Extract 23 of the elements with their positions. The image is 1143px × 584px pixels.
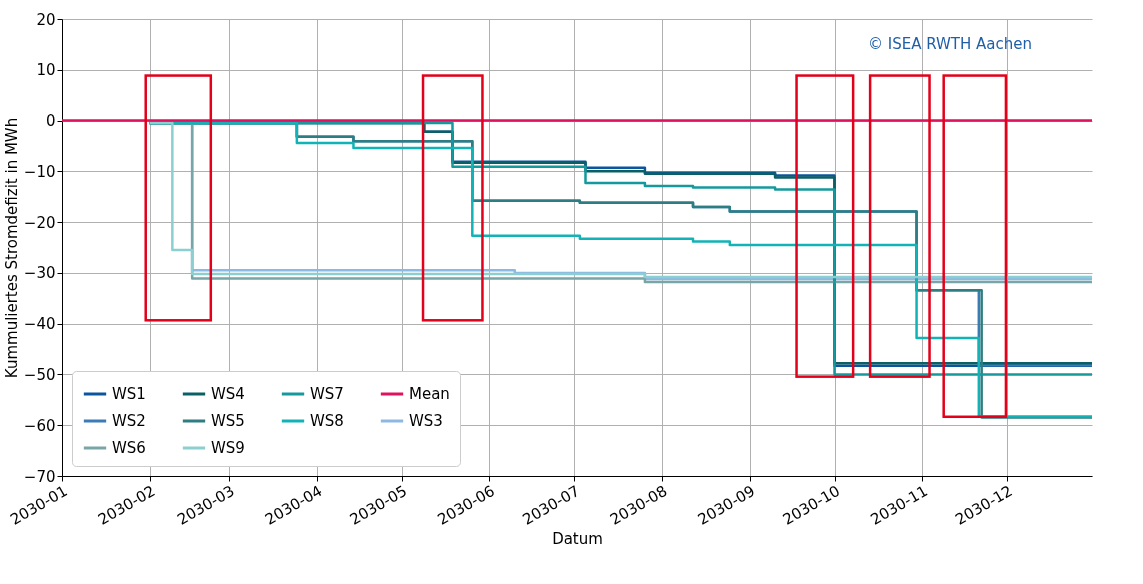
- legend-label: WS8: [310, 412, 344, 430]
- legend-label: WS2: [112, 412, 146, 430]
- y-tick-label: −30: [23, 264, 56, 283]
- y-tick-label: −50: [23, 365, 56, 384]
- y-tick-label: −70: [23, 467, 56, 486]
- y-tick-label: −60: [23, 416, 56, 435]
- y-tick-label: −40: [23, 315, 56, 334]
- legend-label: WS1: [112, 385, 146, 403]
- legend-label: WS6: [112, 439, 146, 457]
- y-tick-label: −10: [23, 162, 56, 181]
- legend-label: WS9: [211, 439, 245, 457]
- legend-label: Mean: [409, 385, 450, 403]
- legend-label: WS3: [409, 412, 443, 430]
- x-axis-title: Datum: [552, 529, 603, 548]
- y-tick-label: 10: [36, 61, 56, 80]
- legend-label: WS7: [310, 385, 344, 403]
- legend-label: WS4: [211, 385, 245, 403]
- y-axis-title: Kummuliertes Stromdefizit in MWh: [2, 117, 21, 379]
- y-tick-label: 0: [45, 112, 56, 131]
- y-tick-label: 20: [36, 10, 56, 29]
- y-tick-label: −20: [23, 213, 56, 232]
- annotation: © ISEA RWTH Aachen: [867, 35, 1032, 53]
- legend-label: WS5: [211, 412, 245, 430]
